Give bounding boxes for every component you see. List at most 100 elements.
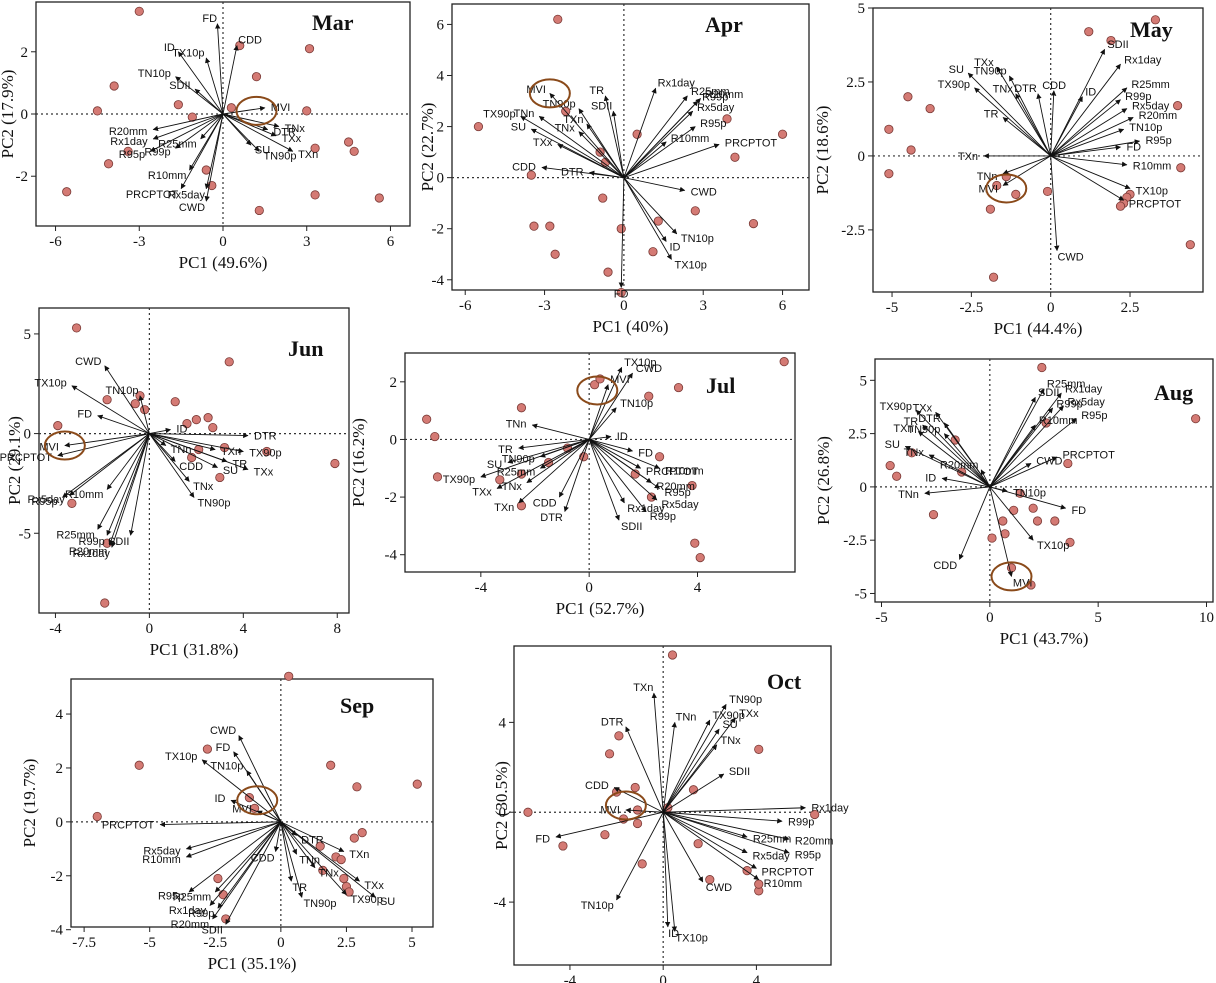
loading-arrow (967, 72, 1052, 157)
vector-label: SDII (729, 766, 750, 778)
x-tick-label: -6 (49, 234, 62, 250)
vector-label: DTR (301, 834, 324, 846)
data-point (529, 221, 539, 231)
data-point (550, 249, 560, 259)
data-point (654, 452, 665, 462)
vector-label: R25mm (173, 891, 212, 903)
data-point (1150, 15, 1161, 25)
x-tick-label: 5 (408, 935, 416, 951)
loading-arrow (215, 23, 224, 115)
vector-label: Rx1day (169, 905, 207, 917)
vector-label: R25mm (753, 834, 792, 846)
loading-arrow (943, 422, 991, 488)
data-point (748, 219, 759, 229)
vector-label: TNx (285, 123, 306, 135)
loading-arrow (531, 423, 590, 440)
vector-label: SDII (108, 536, 129, 548)
data-point (134, 6, 144, 16)
data-point (412, 779, 422, 789)
vector-label: Rx5day (143, 845, 181, 857)
data-point (100, 598, 110, 608)
loading-arrow (663, 805, 806, 813)
data-point (304, 44, 315, 54)
loading-arrow (588, 439, 642, 469)
mvi-highlight-circle (990, 561, 1033, 592)
loading-arrow (588, 372, 633, 440)
data-point (123, 146, 133, 156)
vector-label: TN90p (543, 99, 576, 111)
vector-label: R95p (665, 487, 691, 499)
vector-label: R99p (788, 817, 814, 829)
data-point (667, 650, 678, 660)
data-point (187, 112, 197, 122)
loading-arrow (246, 770, 282, 823)
y-tick-label: 4 (56, 707, 64, 723)
vector-label: R10mm (1039, 415, 1078, 427)
loading-arrow (97, 433, 150, 530)
data-point (1015, 488, 1025, 498)
y-tick-label: 0 (437, 171, 445, 187)
plot-frame (451, 3, 810, 291)
vector-label: CWD (1036, 455, 1062, 467)
panel-jun: -4 0 4 8 -5 0 5 PC1 (31.8%) PC2 (29.1%) Jun CWD TX1… (0, 307, 350, 659)
vector-label: FD (1071, 505, 1086, 517)
vector-label: Rx5day (661, 499, 699, 511)
loading-arrow (149, 433, 167, 446)
loading-arrow (555, 811, 664, 839)
panel-may: -5 -2.5 0 2.5 -2.5 0 2.5 5 PC1 (44.4%) PC2 (18.6%… (813, 1, 1204, 338)
x-tick-label: -4 (49, 621, 62, 637)
loading-arrow (1015, 93, 1052, 157)
loading-arrow (62, 433, 150, 498)
x-axis-label: PC1 (44.4%) (994, 319, 1083, 338)
data-point (432, 472, 443, 482)
vector-label: TNx (502, 481, 523, 493)
vector-label: ID (668, 928, 679, 940)
x-axis-label: PC1 (52.7%) (556, 599, 645, 618)
loading-arrow (97, 414, 150, 435)
loading-arrow (989, 405, 1064, 488)
vector-label: PRCPTOT (1062, 450, 1115, 462)
vector-label: R95p (119, 149, 145, 161)
data-point (644, 391, 654, 401)
data-point (310, 190, 320, 200)
vector-label: ID (617, 431, 628, 443)
loading-arrow (662, 812, 678, 932)
loading-arrow (1050, 155, 1128, 167)
loading-arrow (149, 433, 249, 471)
data-point (92, 811, 102, 822)
vector-label: TX10p (675, 260, 707, 272)
loading-arrow (518, 439, 590, 504)
data-point (226, 103, 236, 113)
y-tick-label: -4 (385, 548, 398, 564)
data-point (208, 423, 218, 433)
vector-label: CWD (636, 363, 662, 375)
x-axis-label: PC1 (40%) (592, 317, 668, 336)
data-point (1011, 189, 1021, 199)
data-point (103, 159, 114, 169)
vector-label: TXn (893, 423, 913, 435)
x-tick-label: -4 (564, 973, 577, 983)
vector-label: TXn (958, 151, 978, 163)
month-title: Sep (340, 693, 374, 718)
loading-arrow (1036, 93, 1052, 157)
loading-arrow (1009, 75, 1052, 157)
loading-arrow (623, 87, 657, 178)
data-point (545, 221, 555, 231)
y-tick-label: -4 (51, 923, 64, 939)
loading-arrow (662, 773, 725, 813)
loading-arrow (1050, 90, 1057, 156)
x-tick-label: -2.5 (959, 300, 983, 316)
vector-label: TXx (472, 486, 492, 498)
vector-label: FD (614, 288, 629, 300)
loading-arrow (662, 811, 760, 881)
loading-arrow (588, 439, 625, 504)
vector-label: TX90p (880, 401, 912, 413)
data-point (992, 180, 1002, 191)
loading-arrow (185, 821, 281, 851)
data-point (526, 170, 536, 180)
vector-label: MVI (1013, 577, 1033, 589)
vector-label: Rx5day (27, 494, 65, 506)
vector-label: TX10p (172, 47, 204, 59)
vector-label: PRCPTOT (646, 466, 699, 478)
panel-aug: -5 0 5 10 -5 -2.5 0 2.5 5 PC1 (43.7%) PC2 (26.8%) A… (814, 358, 1214, 648)
